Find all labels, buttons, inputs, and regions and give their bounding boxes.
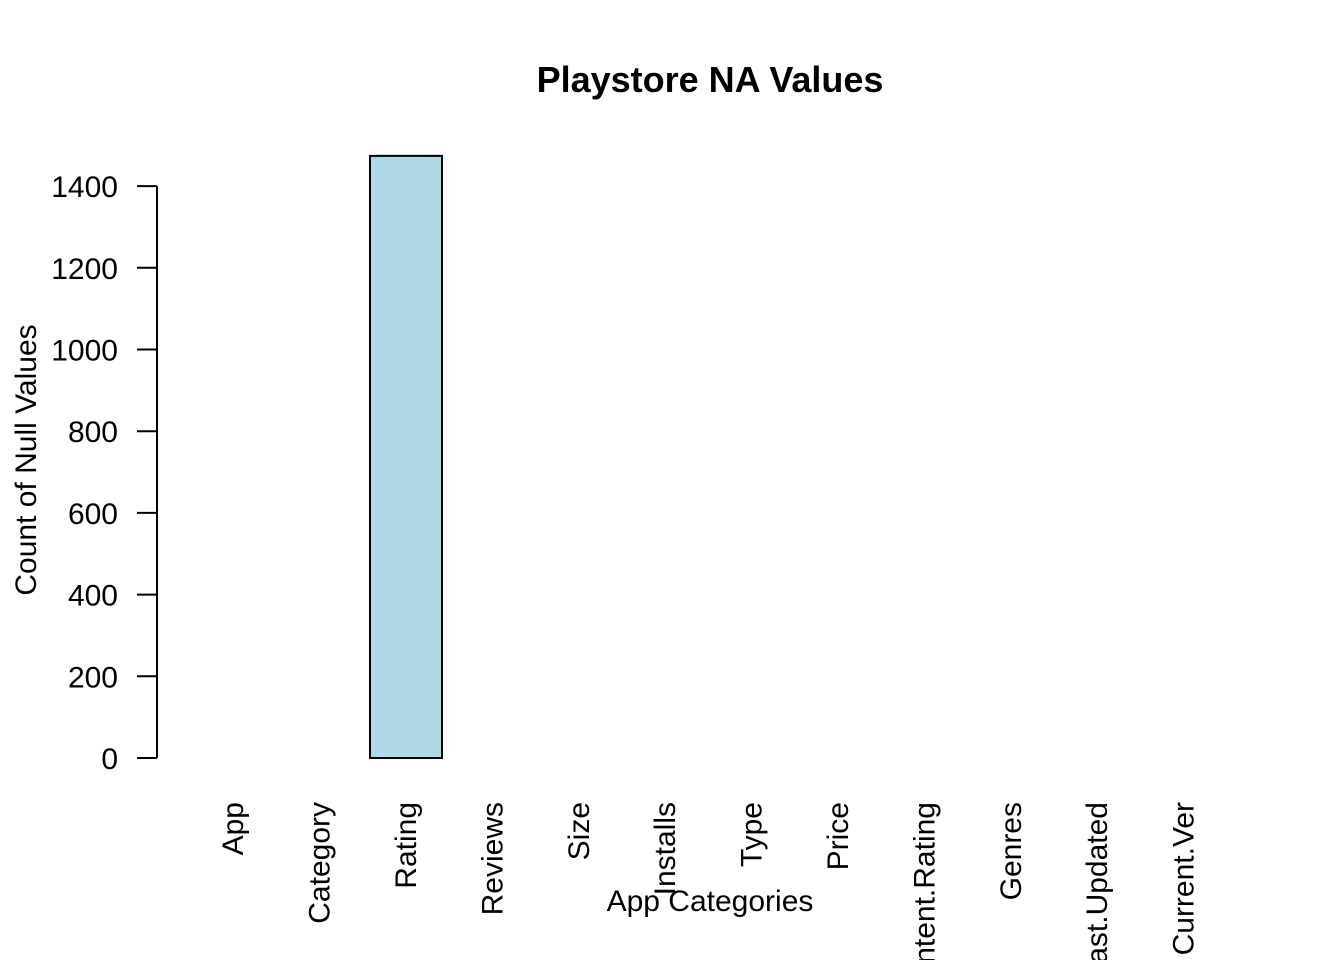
y-tick-label: 800 bbox=[68, 416, 118, 449]
y-tick-label: 400 bbox=[68, 580, 118, 613]
y-tick-label: 1200 bbox=[51, 253, 118, 286]
x-axis-label: App Categories bbox=[607, 885, 814, 918]
y-axis-label: Count of Null Values bbox=[10, 324, 43, 595]
x-tick-label: Reviews bbox=[476, 802, 509, 915]
y-tick-label: 0 bbox=[101, 743, 118, 776]
y-tick-label: 1000 bbox=[51, 335, 118, 368]
x-tick-label: Category bbox=[304, 802, 337, 924]
x-tick-label: Size bbox=[563, 802, 596, 860]
x-tick-label: Installs bbox=[649, 802, 682, 895]
y-axis: 0 200 400 600 800 1000 1200 1400 bbox=[51, 171, 158, 776]
chart-title: Playstore NA Values bbox=[537, 59, 884, 100]
x-tick-label: Content.Rating bbox=[908, 802, 941, 960]
bar-rating bbox=[369, 154, 443, 760]
x-tick-label: Type bbox=[736, 802, 769, 867]
bars bbox=[369, 154, 443, 760]
x-tick-label: Rating bbox=[390, 802, 423, 889]
y-tick-label: 600 bbox=[68, 498, 118, 531]
x-tick-label: Price bbox=[822, 802, 855, 870]
x-tick-label: App bbox=[217, 802, 250, 855]
x-tick-label: Current.Ver bbox=[1168, 802, 1201, 955]
x-tick-labels: App Category Rating Reviews Size Installs Type… bbox=[217, 802, 1200, 960]
x-tick-label: Genres bbox=[995, 802, 1028, 900]
y-tick-label: 200 bbox=[68, 661, 118, 694]
y-tick-label: 1400 bbox=[51, 171, 118, 204]
x-tick-label: Last.Updated bbox=[1081, 802, 1114, 960]
